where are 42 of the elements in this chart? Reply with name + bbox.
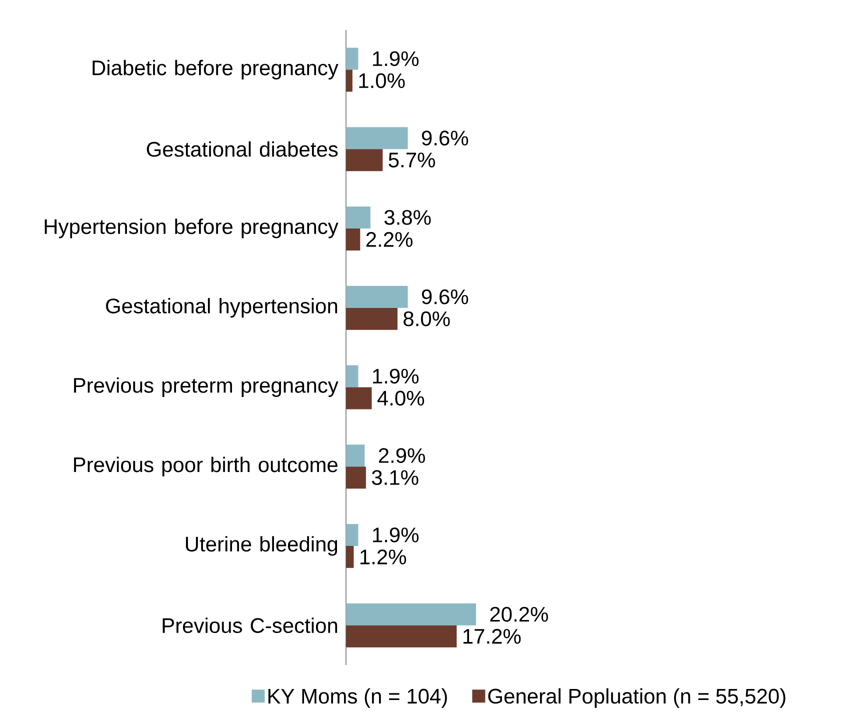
data-label: 1.2%	[360, 550, 406, 564]
data-label: 1.0%	[359, 73, 405, 88]
y-tick-label: Previous preterm pregnancy	[74, 377, 338, 397]
bar	[346, 149, 383, 172]
bar	[346, 228, 360, 250]
bar	[346, 365, 358, 388]
data-label: 17.2%	[463, 628, 521, 644]
bar	[346, 387, 372, 410]
data-label: 1.9%	[373, 528, 419, 542]
bar	[346, 546, 354, 568]
bar	[346, 308, 398, 330]
bar	[346, 206, 370, 228]
data-label: 1.9%	[373, 368, 419, 384]
data-label: 20.2%	[490, 606, 548, 622]
y-tick-label: Diabetic before pregnancy	[92, 60, 338, 80]
data-label: 9.6%	[422, 289, 468, 304]
data-label: 1.9%	[373, 51, 419, 66]
data-label: 9.6%	[422, 130, 468, 146]
y-tick-label: Previous poor birth outcome	[74, 456, 338, 476]
bar	[346, 127, 408, 150]
bar	[346, 444, 365, 467]
y-tick-label: Gestational hypertension	[106, 298, 338, 318]
y-tick-label: Gestational diabetes	[146, 141, 338, 157]
bar	[346, 524, 358, 546]
data-label: 5.7%	[388, 152, 435, 168]
bar	[346, 603, 476, 626]
bar	[346, 625, 457, 648]
legend-label: General Popluation (n = 55,520)	[488, 688, 786, 708]
bar	[346, 466, 366, 489]
y-tick-label: Hypertension before pregnancy	[44, 218, 338, 238]
bar	[346, 70, 352, 92]
data-label: 3.1%	[372, 470, 418, 486]
y-tick-label: Previous C-section	[162, 618, 338, 634]
data-label: 4.0%	[377, 390, 424, 406]
data-label: 2.2%	[366, 232, 412, 247]
data-label: 8.0%	[404, 311, 450, 326]
data-label: 2.9%	[378, 448, 425, 463]
data-label: 3.8%	[384, 210, 431, 225]
y-tick-label: Uterine bleeding	[186, 536, 338, 556]
legend-label: KY Moms (n = 104)	[268, 688, 447, 708]
bar	[346, 286, 408, 308]
bar	[346, 48, 358, 70]
